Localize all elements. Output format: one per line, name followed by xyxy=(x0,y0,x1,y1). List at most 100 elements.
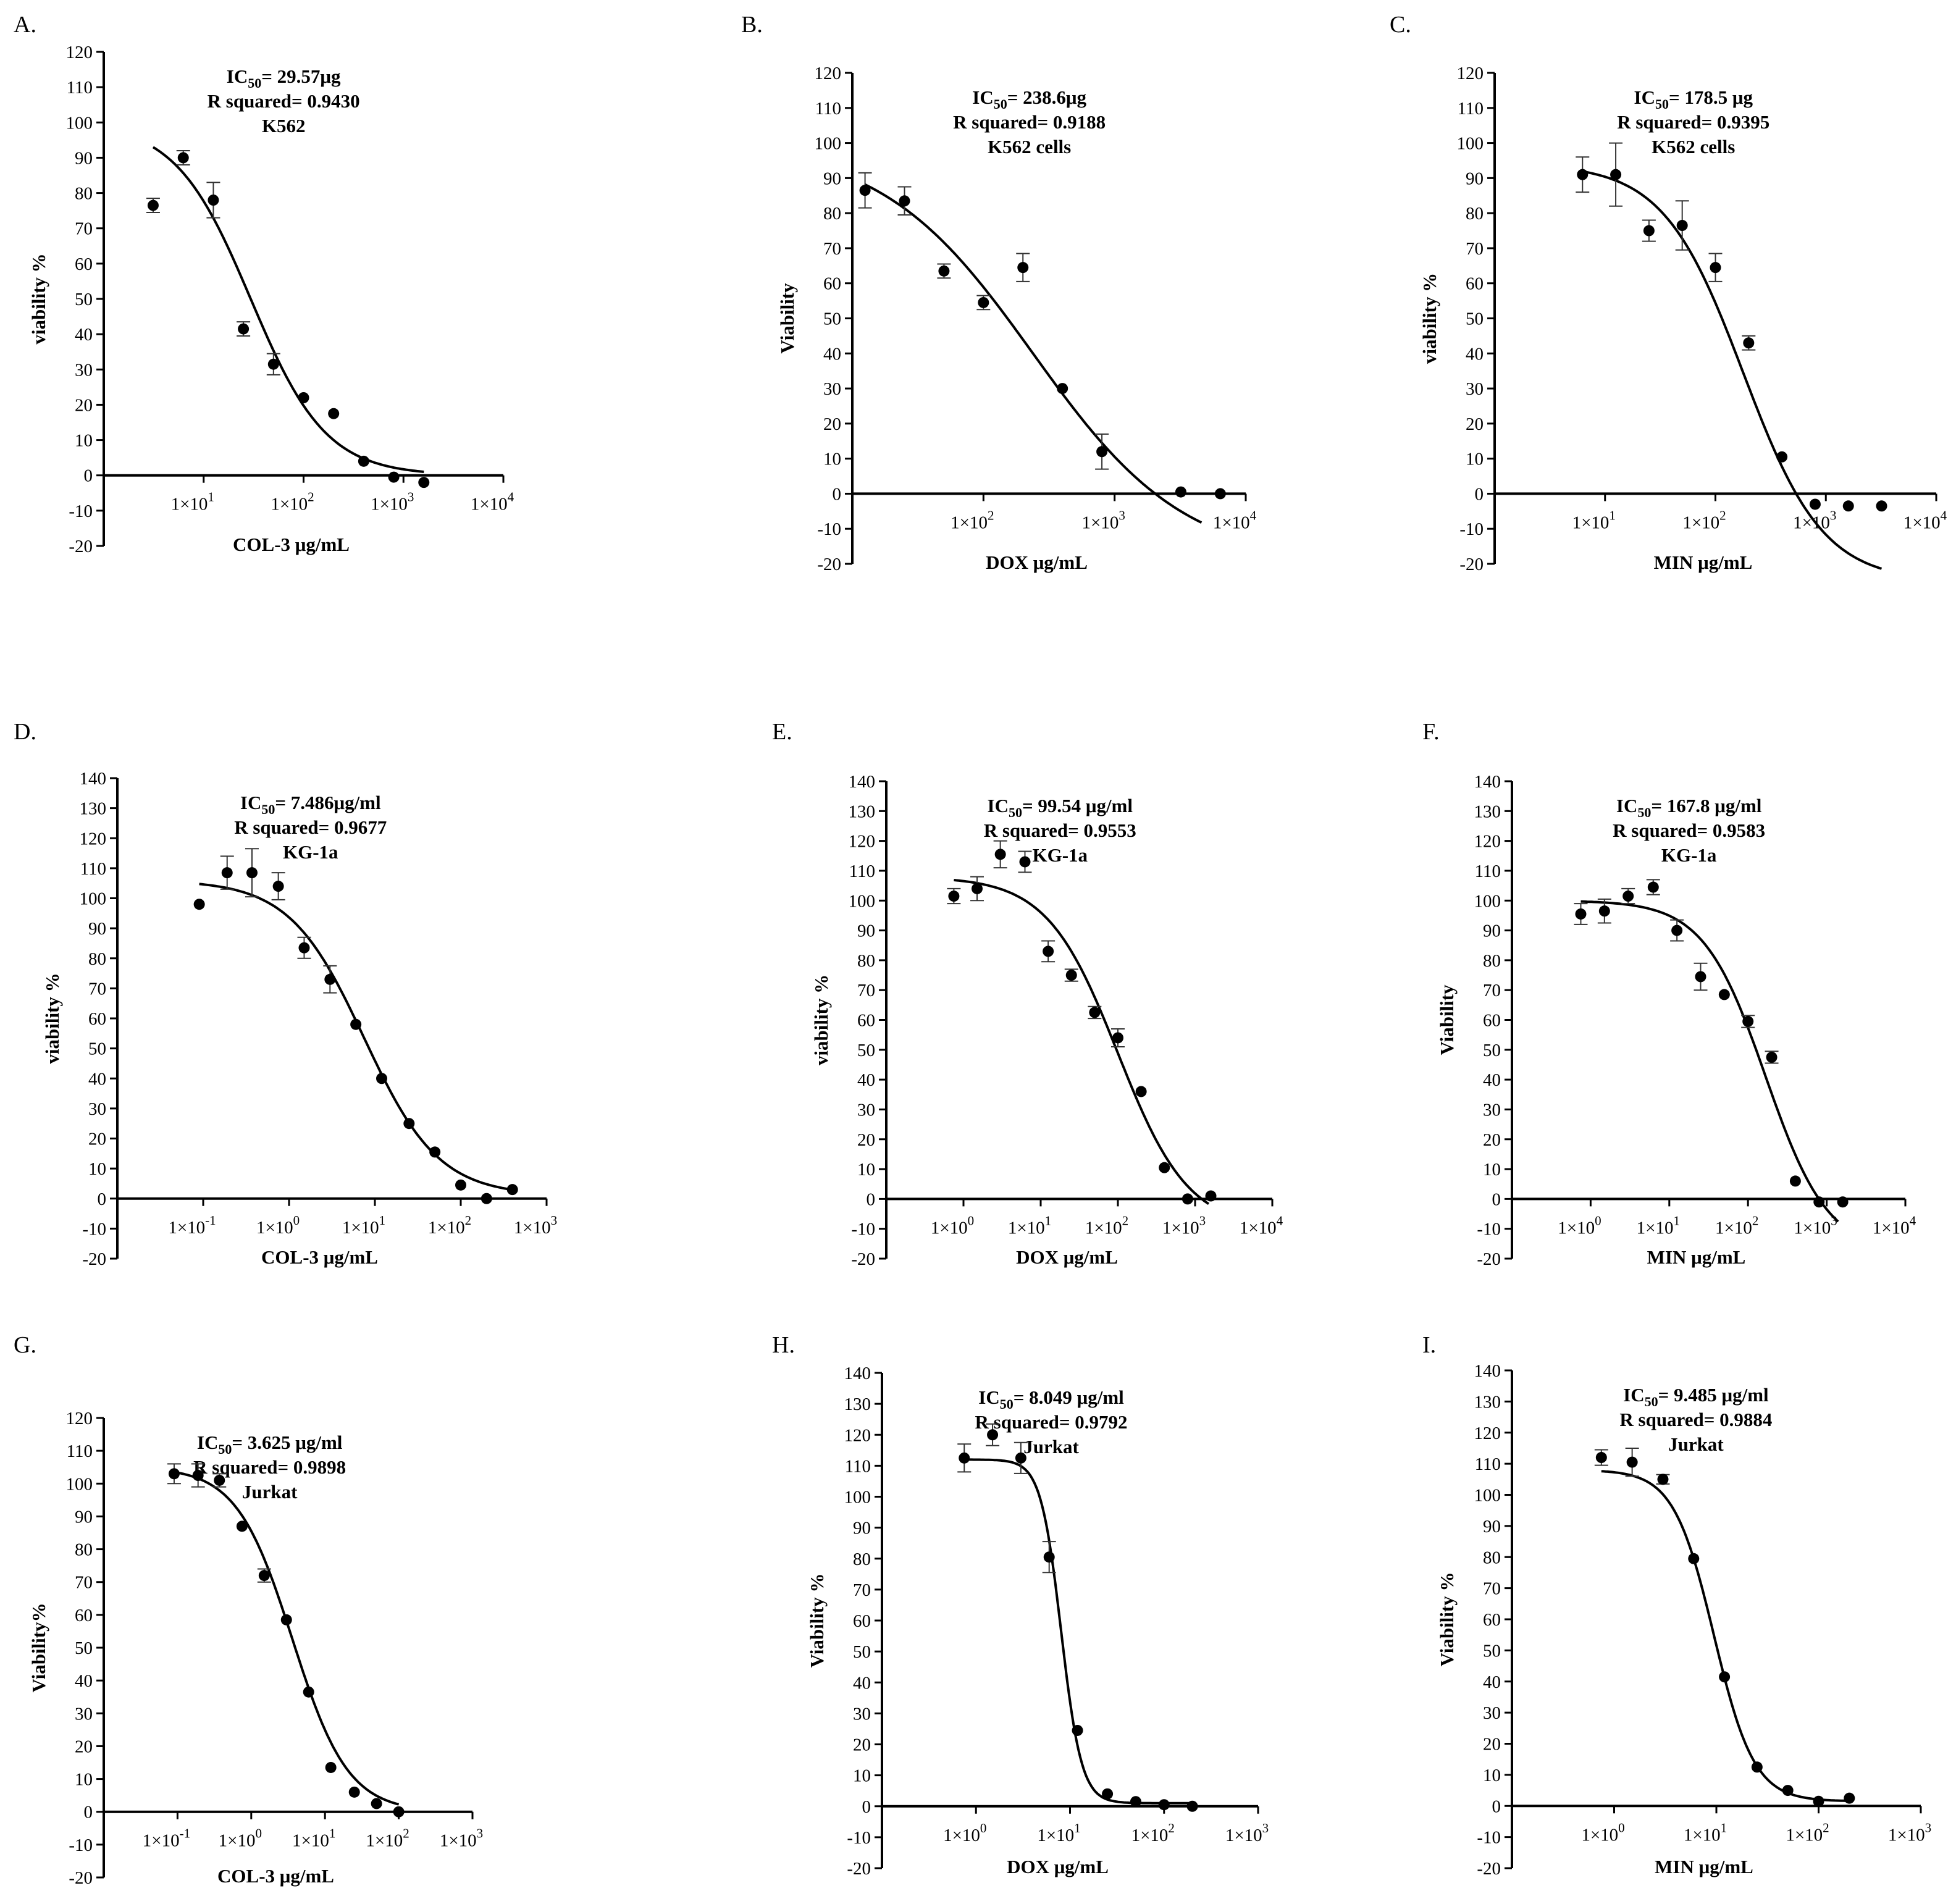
x-tick-label: 1×104 xyxy=(1873,1213,1916,1238)
y-tick-label: 120 xyxy=(844,1425,871,1445)
data-point xyxy=(1710,262,1721,274)
cell-line-annotation: K562 cells xyxy=(1652,136,1735,157)
y-tick-label: 70 xyxy=(1483,1579,1501,1599)
y-tick-label: 130 xyxy=(80,799,107,819)
y-tick-label: 40 xyxy=(75,1671,93,1691)
y-tick-label: 80 xyxy=(857,951,875,971)
y-tick-label: 40 xyxy=(75,325,93,345)
data-point xyxy=(1598,905,1610,917)
y-tick-label: 120 xyxy=(66,1409,93,1428)
data-point xyxy=(1096,446,1108,458)
x-tick-label: 1×100 xyxy=(256,1213,300,1238)
data-point xyxy=(303,1686,314,1698)
r-squared-annotation: R squared= 0.9430 xyxy=(208,90,360,112)
y-tick-label: 110 xyxy=(1458,99,1484,119)
y-tick-label: 10 xyxy=(75,431,93,451)
y-axis-title: Viability xyxy=(776,283,798,354)
y-tick-label: 110 xyxy=(67,78,93,98)
data-point xyxy=(418,477,430,489)
y-tick-label: 140 xyxy=(1474,772,1501,792)
y-tick-label: 60 xyxy=(1466,274,1484,294)
data-point xyxy=(1065,970,1077,981)
y-tick-label: 140 xyxy=(849,772,876,792)
y-tick-label: -10 xyxy=(1477,1828,1501,1848)
data-point xyxy=(1766,1051,1778,1063)
y-tick-label: 90 xyxy=(75,148,93,168)
y-tick-label: 60 xyxy=(823,274,841,294)
data-point xyxy=(214,1474,225,1486)
y-tick-label: 70 xyxy=(75,219,93,239)
y-tick-label: -10 xyxy=(851,1220,875,1239)
fitted-curve xyxy=(1601,1470,1850,1802)
data-point xyxy=(328,408,340,419)
y-tick-label: 80 xyxy=(853,1550,871,1569)
y-tick-label: 40 xyxy=(1483,1070,1501,1090)
y-tick-label: 70 xyxy=(823,239,841,259)
data-point xyxy=(1876,500,1887,512)
y-tick-label: 130 xyxy=(1474,1392,1501,1412)
y-tick-label: 100 xyxy=(849,891,876,911)
r-squared-annotation: R squared= 0.9395 xyxy=(1617,111,1769,133)
data-point xyxy=(388,471,400,483)
y-tick-label: 20 xyxy=(857,1130,875,1150)
x-tick-label: 1×102 xyxy=(366,1826,409,1851)
y-tick-label: 120 xyxy=(1457,64,1484,83)
y-tick-label: -20 xyxy=(82,1249,106,1269)
y-tick-label: -20 xyxy=(69,537,93,556)
data-point xyxy=(1186,1800,1198,1812)
data-point xyxy=(859,185,871,196)
data-point xyxy=(298,392,309,403)
data-point xyxy=(221,867,233,879)
x-tick-label: 1×102 xyxy=(1085,1213,1128,1238)
y-tick-label: 0 xyxy=(1475,484,1484,504)
x-tick-label: 1×104 xyxy=(1240,1213,1283,1238)
x-tick-label: 1×100 xyxy=(219,1826,262,1851)
data-point xyxy=(959,1452,970,1464)
data-point xyxy=(236,1520,248,1532)
y-tick-label: 30 xyxy=(823,379,841,399)
x-tick-label: 1×10-1 xyxy=(168,1213,216,1238)
x-axis-title: DOX μg/mL xyxy=(1007,1856,1109,1877)
r-squared-annotation: R squared= 0.9188 xyxy=(953,111,1106,133)
y-tick-label: 40 xyxy=(1483,1672,1501,1692)
data-point xyxy=(1622,891,1634,902)
panel-letter: G. xyxy=(14,1332,36,1358)
x-tick-label: 1×101 xyxy=(1637,1213,1680,1238)
x-tick-label: 1×102 xyxy=(1786,1820,1829,1845)
data-point xyxy=(972,883,983,894)
ic50-annotation: IC50= 167.8 μg/ml xyxy=(1616,795,1762,820)
data-point xyxy=(168,1468,180,1480)
data-point xyxy=(1595,1452,1607,1464)
chart-panel: A.1201101009080706050403020100-10-201×10… xyxy=(14,12,514,556)
fitted-curve xyxy=(1582,170,1883,570)
data-point xyxy=(899,195,910,207)
y-tick-label: -20 xyxy=(69,1868,93,1888)
y-tick-label: 50 xyxy=(823,309,841,329)
data-point xyxy=(1089,1007,1101,1018)
fitted-curve xyxy=(964,1458,1193,1805)
ic50-annotation: IC50= 29.57μg xyxy=(227,65,341,91)
y-tick-label: 10 xyxy=(1466,450,1484,469)
data-point xyxy=(324,973,336,985)
data-point xyxy=(994,849,1006,860)
x-tick-label: 1×101 xyxy=(1572,508,1616,532)
chart-panel: I.1401301201101009080706050403020100-10-… xyxy=(1422,1332,1931,1879)
x-tick-label: 1×101 xyxy=(1008,1213,1051,1238)
x-tick-label: 1×103 xyxy=(1081,508,1125,532)
y-tick-label: 100 xyxy=(1474,1486,1501,1506)
x-tick-label: 1×104 xyxy=(471,490,514,514)
y-tick-label: -10 xyxy=(82,1219,106,1239)
y-tick-label: 0 xyxy=(867,1189,876,1209)
y-tick-label: 30 xyxy=(1483,1100,1501,1120)
y-tick-label: 120 xyxy=(815,64,842,83)
ic50-annotation: IC50= 238.6μg xyxy=(972,86,1086,112)
data-point xyxy=(350,1018,362,1030)
data-point xyxy=(978,296,989,308)
y-tick-label: -20 xyxy=(851,1249,875,1269)
y-tick-label: 10 xyxy=(75,1770,93,1790)
data-point xyxy=(238,323,250,335)
y-tick-label: 0 xyxy=(862,1797,871,1817)
x-tick-label: 1×103 xyxy=(1888,1820,1931,1845)
y-tick-label: 80 xyxy=(1483,1548,1501,1567)
